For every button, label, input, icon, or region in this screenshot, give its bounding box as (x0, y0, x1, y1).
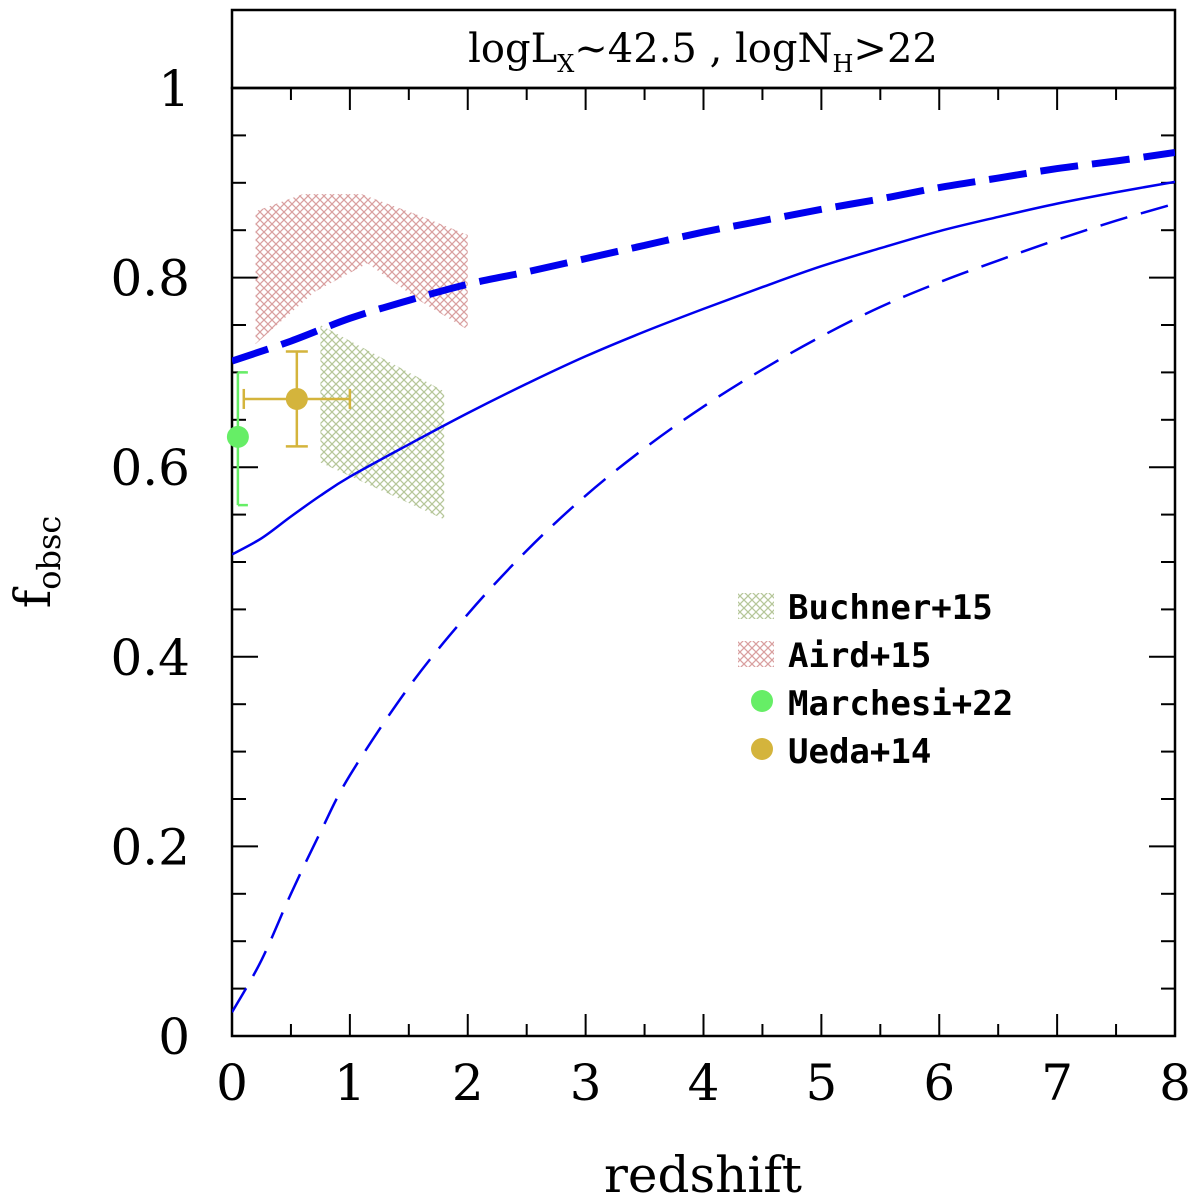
y-tick-label: 0.8 (110, 250, 190, 308)
x-axis-label: redshift (604, 1146, 802, 1200)
legend-swatch (738, 641, 774, 667)
title-part-1: logL (468, 26, 557, 72)
legend-label: Buchner+15 (788, 588, 993, 628)
legend-label: Marchesi+22 (788, 684, 1013, 724)
title-part-3: >22 (853, 26, 937, 72)
x-tick-label: 0 (216, 1054, 248, 1112)
series-solid (232, 180, 1175, 556)
marker (226, 425, 249, 448)
y-axis-label: fobsc (4, 516, 68, 609)
legend-label: Ueda+14 (788, 732, 931, 772)
y-tick-label: 0.2 (110, 818, 190, 876)
x-tick-label: 1 (334, 1054, 366, 1112)
point-marchesi-22 (226, 371, 249, 507)
band-aird-15 (255, 194, 468, 344)
chart-title: logLX~42.5 , logNH>22 (468, 26, 938, 78)
point-ueda-14 (242, 350, 352, 448)
legend-swatch (738, 593, 774, 619)
series-thick-dashed (232, 149, 1175, 365)
legend-marker (751, 690, 773, 712)
y-tick-label: 0.6 (110, 439, 190, 497)
legend-marker (751, 738, 773, 760)
y-tick-label: 1 (158, 60, 190, 118)
x-tick-label: 6 (923, 1054, 955, 1112)
legend-label: Aird+15 (788, 636, 931, 676)
legend-entry-aird-15: Aird+15 (738, 636, 931, 676)
y-axis-label-sub: obsc (30, 516, 68, 590)
y-axis-label-main: f (4, 586, 62, 608)
legend-entry-buchner-15: Buchner+15 (738, 588, 993, 628)
title-sub-h: H (832, 50, 853, 78)
x-tick-label: 5 (805, 1054, 837, 1112)
x-tick-label: 2 (452, 1054, 484, 1112)
y-tick-label: 0 (158, 1008, 190, 1066)
model-curves (232, 149, 1175, 1013)
x-tick-label: 3 (570, 1054, 602, 1112)
title-part-2: ~42.5 , logN (574, 26, 832, 72)
x-tick-label: 4 (688, 1054, 720, 1112)
marker (285, 387, 308, 410)
y-tick-label: 0.4 (110, 629, 190, 687)
band-buchner-15 (320, 325, 445, 520)
legend: Buchner+15 Aird+15 Marchesi+22 Ueda+14 (738, 588, 1013, 772)
data-points (226, 350, 352, 507)
x-tick-label: 8 (1159, 1054, 1191, 1112)
legend-entry-ueda-14: Ueda+14 (751, 732, 931, 772)
legend-entry-marchesi-22: Marchesi+22 (751, 684, 1013, 724)
series-thin-dashed (232, 202, 1175, 1013)
axis-tick-labels: 0 1 2 3 4 5 6 7 8 0 0.2 0.4 0.6 0.8 1 (110, 60, 1190, 1112)
x-tick-label: 7 (1041, 1054, 1073, 1112)
title-sub-x: X (557, 50, 574, 78)
shaded-bands (255, 194, 468, 520)
